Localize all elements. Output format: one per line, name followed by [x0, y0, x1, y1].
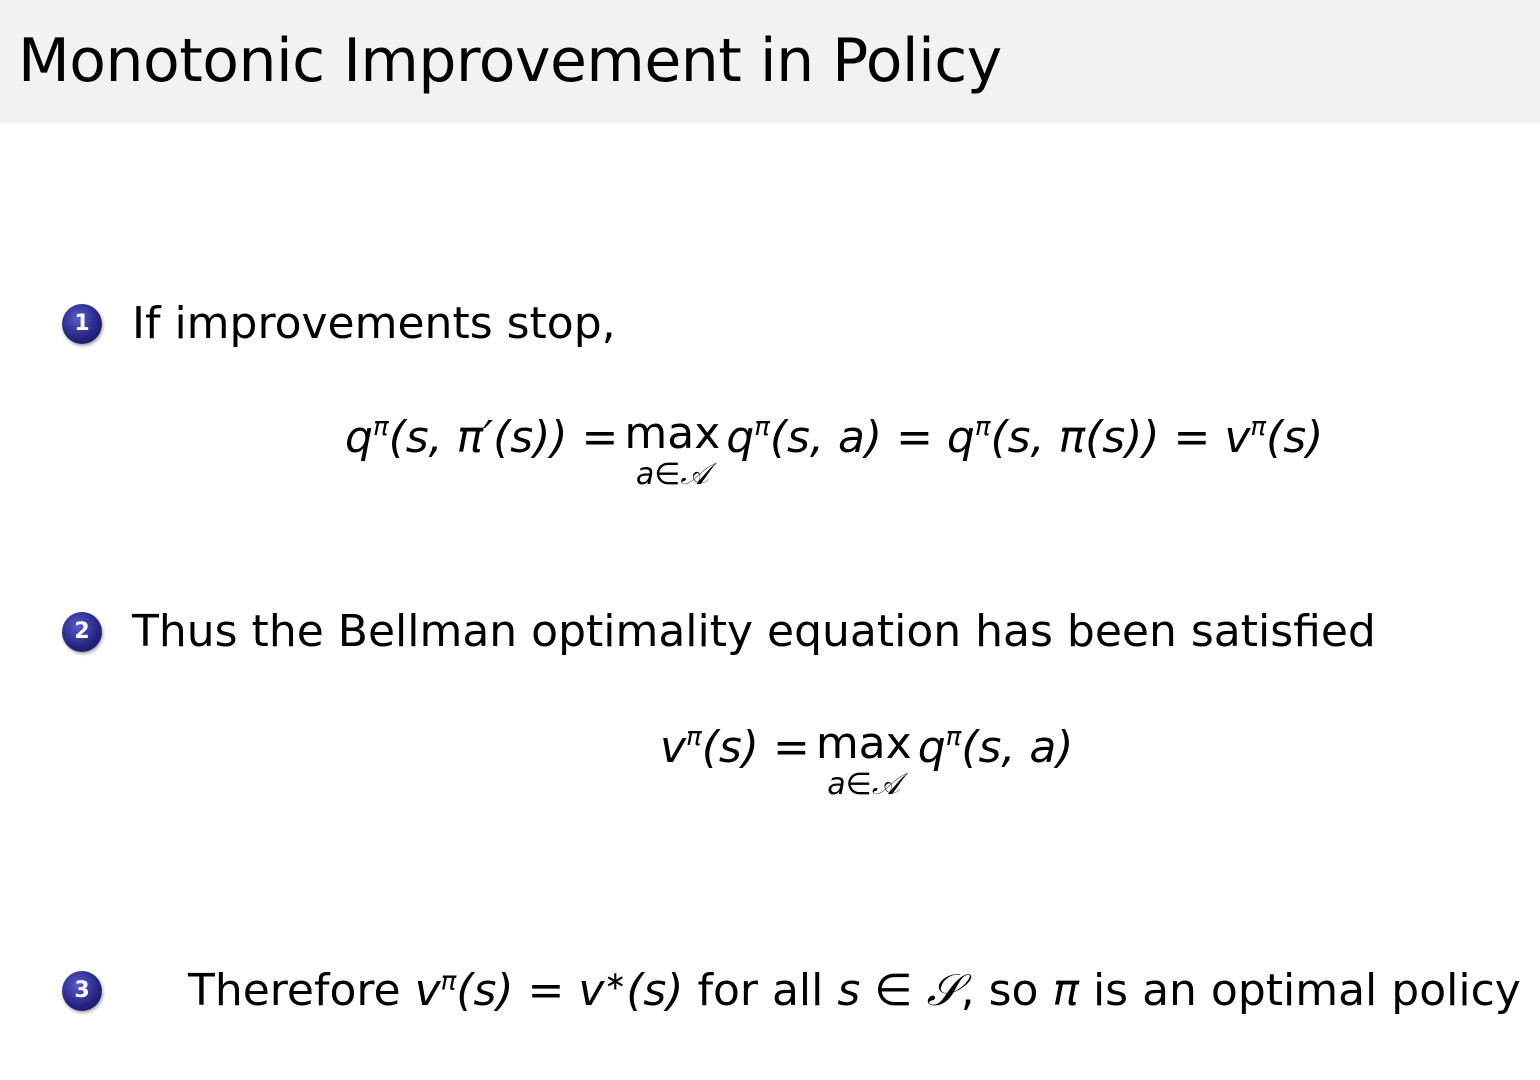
math: (s) = v [456, 965, 605, 1016]
max-label: max [624, 408, 721, 459]
item-text: If improvements stop, [132, 298, 616, 349]
math: (s, a) = q [769, 412, 975, 463]
slide-title: Monotonic Improvement in Policy [18, 26, 1002, 96]
math-sup: π [945, 722, 962, 752]
math: q [726, 412, 755, 463]
item-text: Thus the Bellman optimality equation has… [132, 606, 1376, 657]
math: v [660, 722, 687, 773]
math: (s) [1266, 412, 1324, 463]
math: (s, π′(s)) = [388, 412, 619, 463]
max-operator: max a∈𝒜 [816, 722, 912, 800]
math: (s) [626, 965, 684, 1016]
math-sup: π [440, 966, 457, 997]
title-bar: Monotonic Improvement in Policy [0, 0, 1540, 123]
list-item-1: 1 If improvements stop, [62, 298, 616, 349]
math: (s) = [701, 722, 810, 773]
math: (s, a) [961, 722, 1074, 773]
item-text: Therefore vπ(s) = v∗(s) for all s ∈ 𝒮, s… [132, 914, 1521, 1067]
math-sup: π [754, 412, 770, 442]
math: s ∈ 𝒮 [837, 965, 961, 1016]
math-sup: π [686, 722, 702, 752]
list-item-2: 2 Thus the Bellman optimality equation h… [62, 606, 1376, 657]
math: π [1052, 965, 1079, 1016]
math-sup: ∗ [604, 966, 627, 997]
bullet-number-3: 3 [62, 970, 102, 1011]
max-subscript: a∈𝒜 [827, 767, 901, 802]
max-label: max [815, 718, 912, 769]
text: is an optimal policy [1078, 965, 1521, 1016]
math: v [414, 965, 441, 1016]
math: (s, π(s)) = v [990, 412, 1251, 463]
math-sup: π [974, 412, 991, 442]
bullet-number-1: 1 [62, 303, 102, 344]
text: for all [683, 965, 838, 1016]
math-sup: π [1250, 412, 1267, 442]
math: q [917, 722, 946, 773]
max-operator: max a∈𝒜 [624, 412, 720, 490]
text: , so [960, 965, 1053, 1016]
max-subscript: a∈𝒜 [635, 457, 709, 492]
bullet-number-2: 2 [62, 611, 102, 652]
math: q [345, 412, 373, 463]
text: Therefore [187, 965, 415, 1016]
math-sup: π [372, 412, 389, 442]
list-item-3: 3 Therefore vπ(s) = v∗(s) for all s ∈ 𝒮,… [62, 914, 1521, 1067]
